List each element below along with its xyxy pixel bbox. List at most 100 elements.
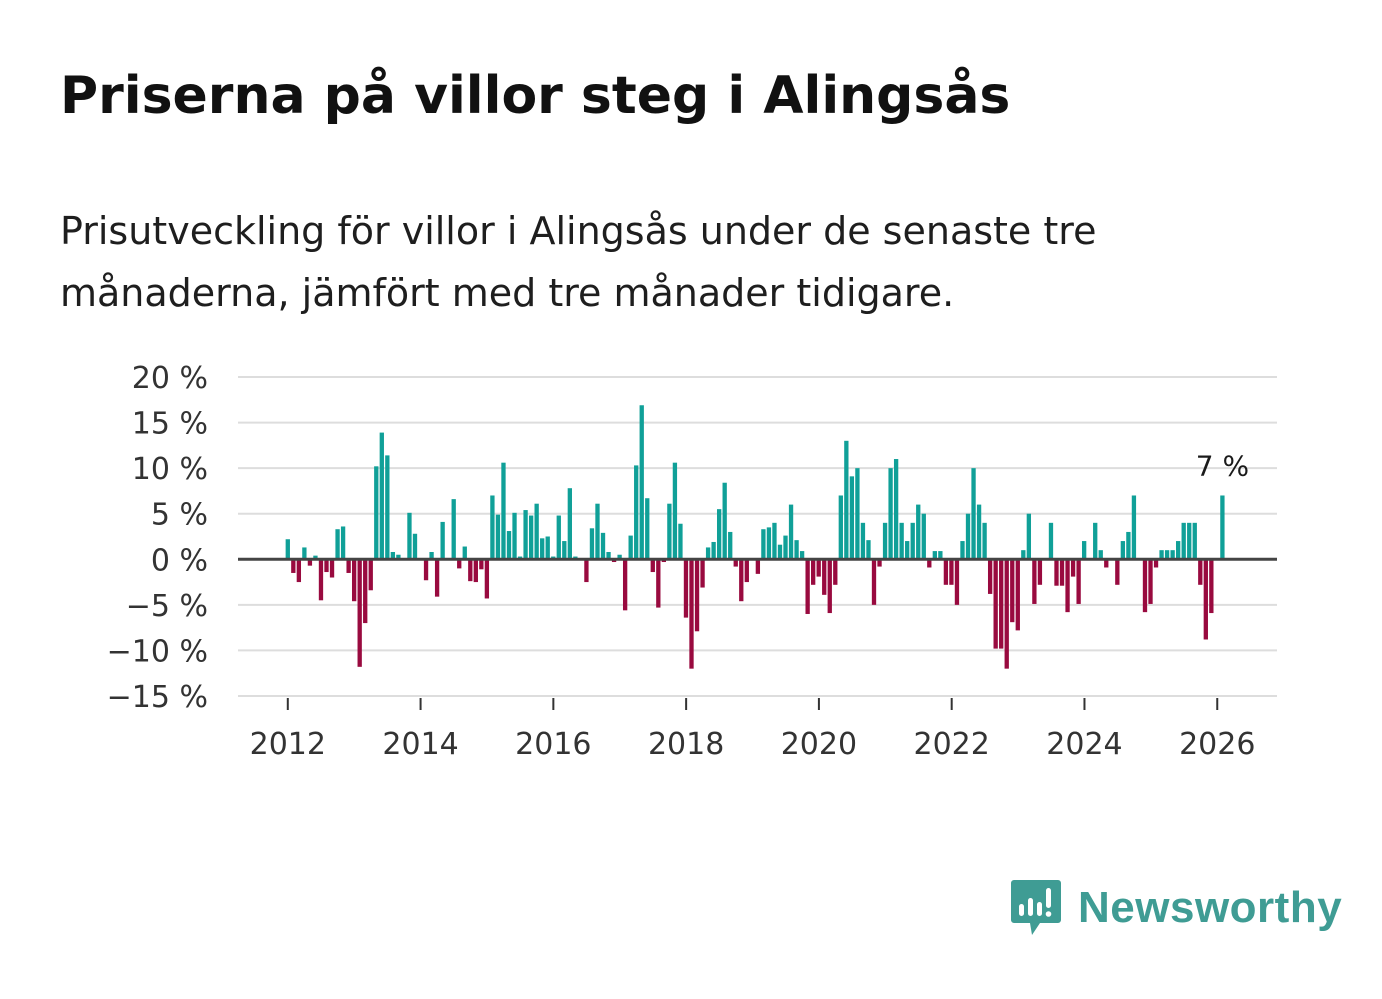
bar (976, 504, 982, 560)
bar (932, 551, 937, 560)
bar (1198, 559, 1203, 585)
bar (722, 482, 727, 560)
bar (335, 529, 340, 560)
bar (739, 559, 744, 602)
bar (562, 541, 567, 560)
bar (733, 559, 738, 567)
bar (606, 551, 611, 560)
bar (1170, 550, 1175, 560)
bar (1093, 522, 1098, 560)
x-tick-label: 2022 (914, 727, 990, 762)
bar (484, 559, 490, 599)
bar (971, 468, 976, 560)
bar (379, 432, 384, 560)
bar (772, 522, 777, 560)
bar (1048, 522, 1054, 560)
gridlines (238, 376, 1277, 697)
bar (567, 488, 572, 560)
bar (827, 559, 832, 614)
bar (1070, 559, 1076, 577)
bar (556, 515, 561, 560)
x-tick-label: 2020 (781, 727, 857, 762)
bar (805, 559, 810, 614)
bar (429, 551, 434, 560)
bar (363, 559, 368, 624)
bar (1187, 522, 1192, 560)
bar (783, 535, 788, 560)
bar (672, 462, 678, 560)
bar (1037, 559, 1043, 585)
bar (407, 512, 412, 560)
bar (495, 514, 501, 560)
bar (634, 465, 639, 560)
bar (728, 531, 733, 560)
chart-subtitle: Prisutveckling för villor i Alingsås und… (60, 209, 1097, 315)
bar (1203, 559, 1208, 640)
bar (1026, 513, 1032, 560)
bar (766, 527, 772, 560)
bar (844, 440, 849, 560)
bar (523, 510, 528, 560)
bar (938, 551, 943, 560)
bar (501, 462, 506, 560)
bar (1081, 541, 1087, 560)
bar (888, 468, 893, 560)
bar (296, 559, 302, 583)
bar (822, 559, 827, 595)
bar (794, 540, 799, 560)
bar (385, 455, 390, 560)
bar (324, 559, 329, 573)
bar (1164, 550, 1170, 560)
y-tick-label: −5 % (126, 589, 208, 624)
axes: 20 % 15 % 10 % 5 % 0 % −5 % −10 % −15 % 2012 2014… (107, 361, 1277, 762)
bar (999, 559, 1004, 649)
bar (1010, 559, 1015, 623)
bar (589, 528, 595, 560)
bar (855, 468, 860, 560)
bar (584, 559, 589, 583)
bar (318, 559, 324, 601)
bar (882, 522, 888, 560)
bar (916, 504, 921, 560)
y-tick-label: 10 % (132, 452, 208, 487)
brand-logo[interactable]: Newsworthy (1010, 878, 1342, 938)
bar (512, 512, 517, 560)
bar (1065, 559, 1070, 613)
bar (600, 532, 606, 560)
bar (639, 405, 644, 560)
bar (811, 559, 816, 585)
brand-name: Newsworthy (1078, 883, 1343, 932)
bar (993, 559, 998, 649)
bar (943, 559, 949, 585)
bar (1015, 559, 1020, 631)
bar (1115, 559, 1120, 585)
last-value-label: 7 % (1196, 449, 1249, 482)
bar (1209, 559, 1214, 614)
bar (462, 546, 467, 560)
bar (1148, 559, 1153, 604)
bar (705, 547, 711, 560)
bar (1059, 559, 1065, 586)
bar (506, 531, 512, 560)
bar (1153, 559, 1159, 568)
bar (689, 559, 694, 669)
y-tick-label: 20 % (132, 361, 208, 396)
bar (667, 503, 672, 560)
bar (490, 495, 495, 560)
bar (656, 559, 661, 608)
bar (949, 559, 954, 585)
bar (755, 559, 761, 574)
bar (468, 559, 473, 582)
bar (678, 523, 683, 560)
bar (291, 559, 296, 573)
y-tick-label: −15 % (107, 680, 208, 715)
annotations: 7 % (1196, 449, 1249, 482)
bar (683, 559, 689, 618)
y-tick-label: −10 % (107, 634, 208, 669)
x-tick-label: 2018 (648, 727, 724, 762)
bar (899, 522, 904, 560)
bar (528, 515, 534, 560)
bar (921, 513, 926, 560)
bar (1159, 550, 1164, 560)
bars (285, 405, 1225, 669)
